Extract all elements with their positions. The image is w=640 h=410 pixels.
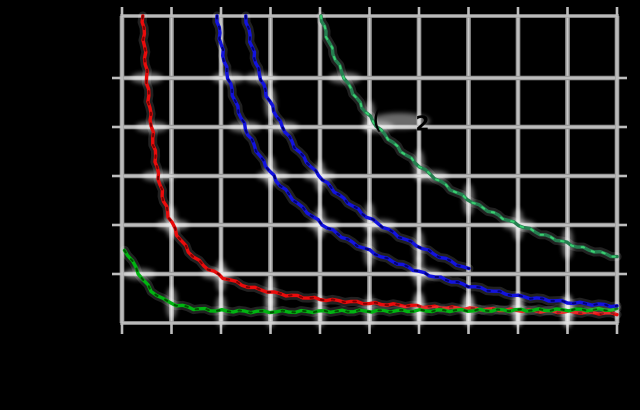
axis-ticks bbox=[112, 7, 627, 334]
green-lower-hyperbola-speckles bbox=[123, 249, 618, 314]
curves bbox=[120, 11, 622, 320]
blue-outer-curve-speckles bbox=[244, 15, 470, 270]
green-upper-curve bbox=[319, 14, 619, 259]
annotation-fragment: 2 bbox=[416, 111, 430, 135]
annotation-fragment: ( bbox=[372, 104, 383, 135]
blue-inner-curve-speckles bbox=[215, 15, 618, 308]
hidden-label: (2 bbox=[372, 104, 429, 135]
